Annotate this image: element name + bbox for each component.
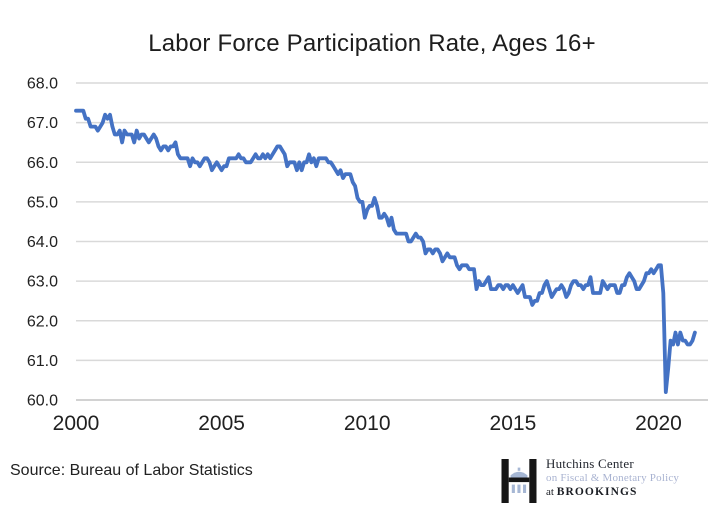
y-axis-tick-label: 66.0	[27, 155, 58, 172]
logo-text: Hutchins Center on Fiscal & Monetary Pol…	[546, 457, 679, 499]
chart-canvas: 68.0 67.0 66.0 65.0 64.0 63.0 62.0 61.0 60.0 2000…	[27, 76, 708, 435]
lfpr-line-series	[74, 108, 697, 395]
logo-line-fiscal-monetary-policy: on Fiscal & Monetary Policy	[546, 472, 680, 484]
x-axis-tick-label: 2005	[198, 412, 245, 435]
x-axis-tick-label: 2000	[53, 412, 100, 435]
y-axis-tick-label: 63.0	[27, 274, 58, 291]
y-axis-tick-label: 67.0	[27, 115, 58, 132]
source-note: Source: Bureau of Labor Statistics	[10, 462, 253, 479]
y-axis-tick-label: 68.0	[27, 76, 58, 93]
y-axis-tick-label: 62.0	[27, 313, 58, 330]
x-axis-tick-label: 2010	[344, 412, 391, 435]
y-axis-tick-label: 60.0	[27, 393, 58, 410]
x-axis-tick-label: 2020	[635, 412, 682, 435]
y-axis-tick-label: 65.0	[27, 194, 58, 211]
x-axis-tick-label: 2015	[490, 412, 537, 435]
logo-line-hutchins-center: Hutchins Center	[546, 456, 634, 471]
hutchins-brookings-logo: Hutchins Center on Fiscal & Monetary Pol…	[501, 457, 679, 503]
chart-title: Labor Force Participation Rate, Ages 16+	[148, 30, 596, 57]
logo-brookings-name: BROOKINGS	[556, 486, 638, 498]
logo-line-at-brookings: at BROOKINGS	[546, 486, 679, 499]
logo-at-prefix: at	[546, 486, 557, 498]
y-axis-tick-label: 64.0	[27, 234, 58, 251]
hutchins-h-logo-icon	[501, 459, 537, 503]
y-axis-tick-label: 61.0	[27, 353, 58, 370]
